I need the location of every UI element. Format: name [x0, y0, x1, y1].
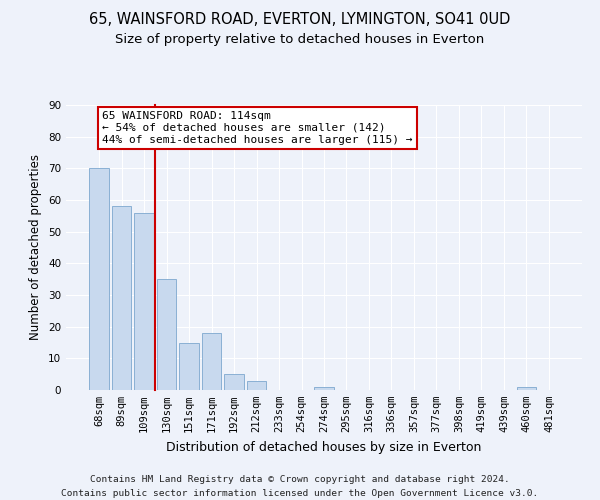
- Text: Contains HM Land Registry data © Crown copyright and database right 2024.
Contai: Contains HM Land Registry data © Crown c…: [61, 476, 539, 498]
- Bar: [112, 206, 131, 390]
- Bar: [517, 387, 536, 390]
- Text: Size of property relative to detached houses in Everton: Size of property relative to detached ho…: [115, 32, 485, 46]
- Y-axis label: Number of detached properties: Number of detached properties: [29, 154, 43, 340]
- Bar: [179, 342, 199, 390]
- Bar: [89, 168, 109, 390]
- Text: 65, WAINSFORD ROAD, EVERTON, LYMINGTON, SO41 0UD: 65, WAINSFORD ROAD, EVERTON, LYMINGTON, …: [89, 12, 511, 28]
- Bar: [134, 212, 154, 390]
- Bar: [202, 333, 221, 390]
- X-axis label: Distribution of detached houses by size in Everton: Distribution of detached houses by size …: [166, 440, 482, 454]
- Text: 65 WAINSFORD ROAD: 114sqm
← 54% of detached houses are smaller (142)
44% of semi: 65 WAINSFORD ROAD: 114sqm ← 54% of detac…: [103, 112, 413, 144]
- Bar: [247, 380, 266, 390]
- Bar: [224, 374, 244, 390]
- Bar: [157, 279, 176, 390]
- Bar: [314, 387, 334, 390]
